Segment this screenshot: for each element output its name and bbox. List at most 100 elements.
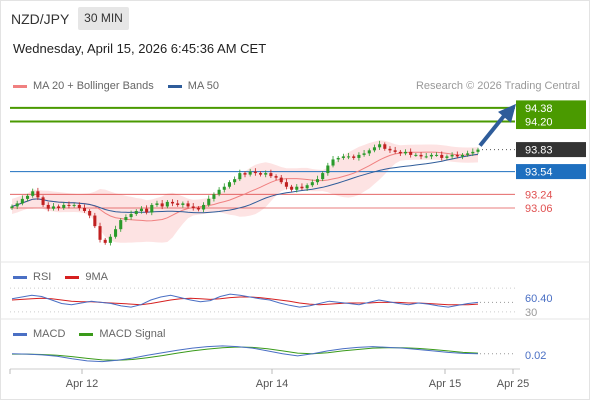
candle-body [429, 154, 433, 157]
candle-body [108, 236, 112, 243]
macd-legend: MACD MACD Signal [13, 328, 179, 340]
candle-body [284, 182, 288, 187]
candle-body [440, 154, 444, 158]
candle-body [82, 207, 87, 211]
candle-body [295, 186, 299, 190]
candle-body [98, 226, 102, 240]
candle-body [62, 204, 66, 208]
candle-body [176, 203, 180, 205]
candle-body [134, 210, 138, 215]
forecast-arrow-head [498, 103, 516, 123]
candle-body [279, 177, 283, 183]
level-box-93.83 [516, 142, 586, 158]
candle-body [476, 149, 480, 152]
macd-value-label: 0.02 [525, 350, 546, 362]
candle-body [196, 207, 200, 210]
candle-body [414, 154, 418, 156]
macd-swatch [13, 332, 27, 336]
candle-body [41, 197, 45, 205]
candle-body [372, 147, 376, 151]
candle-body [253, 171, 257, 174]
candle-body [450, 154, 454, 157]
legend-rsi: RSI [13, 271, 51, 283]
ma50-line [11, 153, 479, 214]
candle-body [119, 220, 123, 230]
candle-body [243, 173, 247, 175]
candle-body [207, 198, 211, 205]
legend-ma20-label: MA 20 + Bollinger Bands [33, 80, 154, 92]
candle-body [170, 201, 175, 204]
datetime-label: Wednesday, April 15, 2026 6:45:36 AM CET [13, 41, 267, 56]
candle-body [445, 156, 449, 158]
candle-body [15, 203, 19, 207]
candle-body [403, 151, 408, 154]
x-tick-label-apr-14: Apr 14 [256, 378, 288, 390]
candle-body [435, 154, 439, 156]
candle-body [202, 204, 206, 210]
timeframe-button[interactable]: 30 MIN [78, 7, 129, 30]
candle-body [269, 173, 273, 177]
candle-body [315, 179, 320, 183]
legend-rsi-label: RSI [33, 271, 52, 283]
level-label-93.83: 93.83 [525, 145, 553, 157]
symbol-title: NZD/JPY [11, 11, 70, 27]
rsi-value-label: 60.40 [525, 293, 553, 305]
candle-body [347, 156, 351, 158]
candle-body [238, 173, 242, 180]
rsi-9ma-line [11, 296, 479, 306]
candle-body [124, 217, 128, 221]
ma20-swatch [13, 84, 27, 88]
candle-body [181, 203, 185, 205]
candle-body [217, 189, 221, 195]
candle-body [72, 204, 76, 206]
legend-ma50: MA 50 [167, 80, 219, 92]
candle-body [326, 165, 330, 174]
candle-body [114, 229, 118, 237]
candle-body [383, 144, 387, 149]
candle-body [10, 206, 14, 208]
candle-body [103, 239, 107, 243]
candle-body [471, 151, 475, 154]
candle-body [129, 214, 133, 218]
candle-body [31, 191, 35, 196]
candle-body [310, 182, 314, 186]
candle-body [212, 194, 216, 199]
level-label-94.38: 94.38 [525, 103, 553, 115]
legend-macd-label: MACD [33, 328, 66, 340]
candle-body [367, 150, 371, 154]
candle-body [258, 173, 263, 175]
candle-body [290, 186, 294, 190]
level-box-94.20 [516, 114, 586, 130]
rsi-swatch [13, 275, 27, 279]
legend-9ma-label: 9MA [85, 271, 108, 283]
candle-body [160, 203, 164, 207]
candle-body [393, 150, 397, 152]
candle-body [150, 204, 154, 213]
candle-body [398, 151, 402, 154]
legend-macd-signal: MACD Signal [79, 328, 165, 340]
legend-ma50-label: MA 50 [187, 80, 219, 92]
rsi-level-label: 30 [525, 307, 537, 319]
candle-body [165, 201, 169, 207]
candle-body [186, 203, 190, 207]
main-legend: MA 20 + Bollinger Bands MA 50 [13, 80, 233, 92]
candle-body [357, 154, 361, 158]
x-tick-label-apr-25: Apr 25 [497, 378, 529, 390]
legend-macd-signal-label: MACD Signal [99, 328, 166, 340]
candle-body [222, 186, 226, 190]
candle-body [248, 171, 252, 175]
candle-body [25, 195, 30, 199]
candle-body [20, 198, 24, 204]
level-label-94.20: 94.20 [525, 117, 553, 129]
main-price-pane: 94.38 94.20 93.83 93.54 93.24 93.06 [10, 100, 586, 246]
candle-body [336, 157, 340, 160]
candle-body [409, 151, 413, 155]
legend-9ma: 9MA [65, 271, 108, 283]
9ma-swatch [65, 275, 80, 279]
candle-body [155, 203, 159, 205]
macd-line [11, 345, 479, 363]
forecast-arrow-shaft [478, 114, 506, 147]
candle-body [341, 156, 345, 158]
candle-body [460, 154, 465, 157]
